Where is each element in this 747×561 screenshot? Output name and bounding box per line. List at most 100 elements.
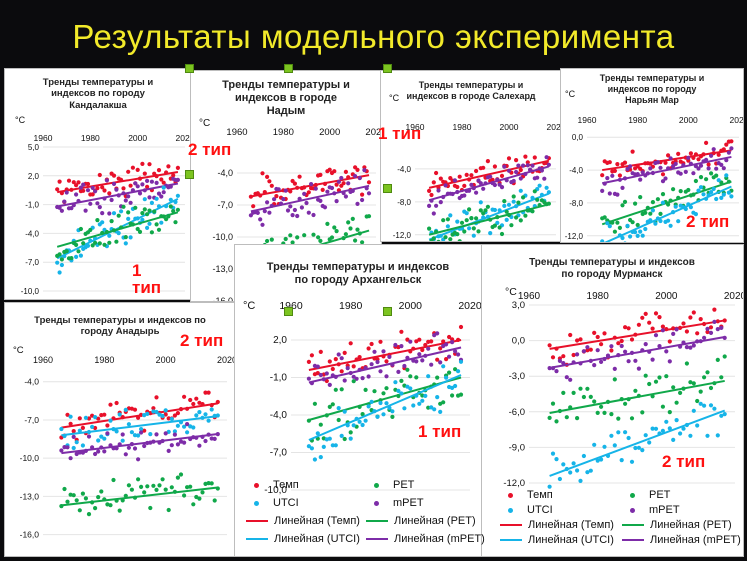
selection-handle[interactable]	[185, 64, 194, 73]
point-utci	[90, 424, 95, 429]
point-utci	[568, 470, 573, 475]
point-utci	[80, 443, 85, 448]
point-utci	[623, 241, 627, 242]
point-mpet	[544, 155, 549, 160]
point-pet	[485, 204, 490, 209]
legend-label: mPET	[649, 504, 680, 516]
point-utci	[721, 192, 726, 197]
point-utci	[693, 212, 698, 217]
point-pet	[139, 484, 144, 489]
point-pet	[182, 493, 187, 498]
y-tick-label: 5,0	[28, 143, 40, 152]
chart-svg-murmansk: °C 1960 1980 2000 2020 3,0 0,0 -3,0 -6,0 -9,0 -12,…	[503, 286, 743, 489]
point-pet	[160, 477, 165, 482]
point-pet	[664, 374, 669, 379]
point-mpet	[393, 342, 398, 348]
x-tick-label: 2020	[458, 300, 482, 312]
selection-handle[interactable]	[284, 307, 293, 316]
point-mpet	[318, 372, 323, 378]
chart-title-line: индексов в городе	[235, 92, 337, 105]
point-temp	[107, 191, 112, 196]
point-mpet	[557, 358, 562, 363]
legend-item-lin-temp: Линейная (Темп)	[246, 515, 360, 527]
point-mpet	[438, 360, 443, 365]
point-utci	[705, 433, 710, 438]
type-label-line: тип	[132, 278, 162, 297]
chart-title-line: Тренды температуры и	[418, 80, 524, 90]
point-temp	[77, 416, 82, 421]
chart-title-line: Тренды температуры и индексов	[266, 261, 450, 273]
point-pet	[638, 195, 643, 200]
selection-handle[interactable]	[185, 170, 194, 179]
point-pet	[653, 379, 659, 384]
point-utci	[698, 401, 703, 406]
point-mpet	[518, 176, 523, 181]
point-mpet	[399, 344, 404, 349]
legend-item-lin-temp: Линейная (Темп)	[500, 519, 614, 531]
point-pet	[123, 235, 128, 240]
point-pet	[77, 508, 82, 513]
point-mpet	[357, 175, 362, 181]
point-mpet	[417, 352, 422, 357]
selection-handle[interactable]	[383, 64, 392, 73]
point-mpet	[313, 186, 318, 191]
point-pet	[693, 178, 698, 184]
trendline-pet	[601, 180, 732, 226]
point-pet	[318, 422, 323, 427]
point-utci	[384, 401, 389, 406]
point-utci	[653, 426, 659, 431]
y-tick-label: -10,0	[20, 453, 40, 463]
point-pet	[518, 218, 523, 223]
point-pet	[447, 370, 452, 375]
point-utci	[511, 199, 516, 204]
point-utci	[607, 224, 612, 229]
point-temp	[111, 173, 117, 178]
point-temp	[378, 339, 383, 344]
y-axis-unit: °C	[505, 286, 517, 298]
selection-handle[interactable]	[383, 184, 392, 193]
legend-label: PET	[393, 479, 415, 491]
point-mpet	[304, 200, 309, 206]
point-temp	[575, 338, 580, 343]
x-tick-label: 1960	[33, 355, 53, 365]
point-pet	[126, 483, 131, 488]
selection-handle[interactable]	[284, 64, 293, 73]
point-pet	[191, 502, 196, 507]
point-pet	[547, 415, 552, 420]
slide-title: Результаты модельного эксперимента	[72, 18, 675, 55]
point-temp	[568, 332, 573, 338]
point-utci	[369, 399, 374, 404]
point-mpet	[514, 169, 519, 175]
point-utci	[595, 458, 600, 463]
point-temp	[166, 164, 171, 169]
point-temp	[612, 168, 617, 173]
point-mpet	[64, 190, 69, 195]
chart-title-line: индексов по городу	[607, 83, 697, 94]
point-temp	[147, 162, 152, 167]
point-utci	[612, 443, 617, 448]
point-pet	[615, 220, 620, 225]
selection-handle[interactable]	[383, 307, 392, 316]
point-mpet	[182, 440, 187, 445]
y-tick-label: -7,0	[24, 415, 39, 425]
point-pet	[585, 386, 590, 391]
point-pet	[169, 485, 174, 490]
point-pet	[140, 211, 145, 216]
point-utci	[191, 425, 196, 430]
chart-title-line: городу Анадырь	[80, 326, 160, 338]
point-mpet	[71, 434, 76, 439]
point-temp	[182, 394, 187, 399]
point-pet	[95, 218, 100, 223]
point-mpet	[137, 191, 143, 196]
point-pet	[643, 210, 648, 215]
point-pet	[360, 240, 365, 245]
point-pet	[709, 171, 714, 176]
point-utci	[729, 194, 734, 199]
point-pet	[178, 472, 184, 477]
point-utci	[360, 422, 365, 428]
type-label-naryan-mar: 2 тип	[686, 212, 730, 231]
point-temp	[547, 343, 552, 348]
point-utci	[640, 448, 645, 453]
legend-item-utci: UTCI	[500, 504, 553, 516]
point-temp	[506, 156, 512, 161]
